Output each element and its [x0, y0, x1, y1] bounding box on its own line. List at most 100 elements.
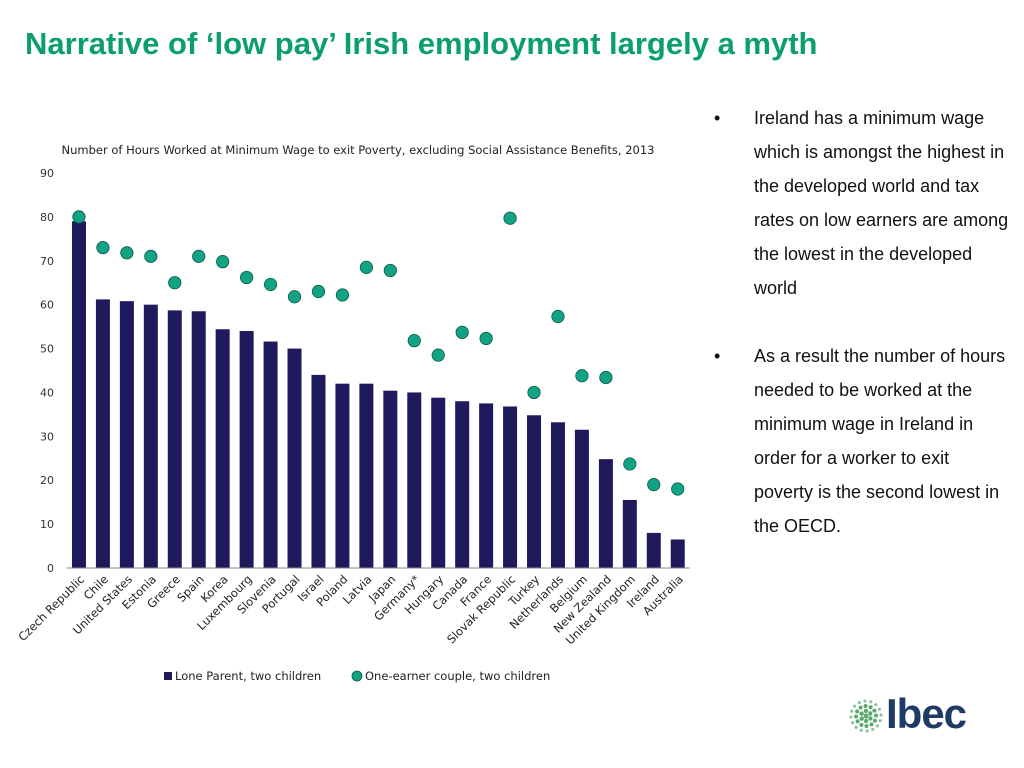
logo-dot	[858, 705, 863, 710]
logo-dot	[849, 715, 853, 719]
dot	[168, 276, 182, 290]
y-tick-label: 50	[40, 343, 54, 356]
bar	[359, 383, 374, 568]
chart-title: Number of Hours Worked at Minimum Wage t…	[62, 143, 655, 157]
logo-dot	[854, 714, 859, 719]
bullet-list: • Ireland has a minimum wage which is am…	[712, 101, 1012, 543]
bullet-text: As a result the number of hours needed t…	[754, 346, 1006, 536]
logo-dot	[863, 708, 869, 714]
dot	[144, 249, 158, 263]
logo-dot	[853, 704, 857, 708]
dot	[623, 457, 637, 471]
logo-dot	[873, 713, 878, 718]
bar	[670, 539, 685, 568]
bar	[167, 310, 182, 568]
bar	[455, 401, 470, 568]
logo-dot	[875, 724, 879, 728]
logo-dot	[868, 705, 873, 710]
bar	[335, 383, 350, 568]
logo-dot	[877, 707, 882, 711]
y-tick-label: 80	[40, 211, 54, 224]
bar	[191, 311, 206, 568]
dot	[599, 370, 613, 385]
bullet-glyph: •	[714, 346, 721, 366]
logo-dot	[871, 727, 875, 732]
bar	[574, 429, 589, 568]
ibec-logo: Ibec	[846, 690, 976, 740]
dot-series	[72, 210, 685, 496]
logo-dot	[859, 716, 864, 721]
dot	[287, 290, 302, 304]
dot	[575, 369, 589, 383]
logo-dot	[859, 722, 864, 727]
dot	[72, 210, 86, 224]
slide-title: Narrative of ‘low pay’ Irish employment …	[25, 26, 818, 61]
dot	[216, 255, 230, 269]
dot	[359, 260, 373, 274]
legend-label-one-earner-couple: One-earner couple, two children	[365, 669, 550, 683]
bullet-item: • Ireland has a minimum wage which is am…	[712, 101, 1012, 305]
logo-dot	[878, 719, 882, 723]
bar	[598, 459, 613, 568]
bar-series	[71, 221, 685, 568]
logo-dot	[859, 711, 864, 716]
dot	[647, 478, 661, 492]
bar	[71, 221, 86, 568]
dot	[431, 348, 445, 362]
logo-dot	[872, 708, 877, 713]
bar	[119, 301, 134, 568]
logo-dot	[865, 729, 869, 733]
bar-chart: Number of Hours Worked at Minimum Wage t…	[15, 143, 690, 683]
bar	[383, 390, 398, 568]
dot	[240, 270, 254, 285]
y-tick-label: 40	[40, 386, 54, 399]
bullet-text: Ireland has a minimum wage which is amon…	[754, 108, 1009, 298]
bar	[503, 406, 518, 568]
logo-dot	[863, 704, 868, 709]
bar	[143, 304, 158, 568]
green-dotted-globe-icon	[849, 699, 883, 733]
dot	[335, 288, 350, 302]
bar	[215, 329, 230, 568]
dot	[503, 211, 517, 225]
logo-dot	[859, 728, 863, 732]
legend-swatch-lone-parent	[164, 672, 172, 680]
legend-swatch-one-earner-couple	[351, 670, 363, 682]
dot	[671, 482, 685, 496]
logo-dot	[863, 713, 869, 719]
bar	[263, 341, 278, 568]
chart-container: Number of Hours Worked at Minimum Wage t…	[0, 130, 720, 710]
dot	[192, 249, 206, 263]
logo-dot	[872, 718, 877, 723]
y-tick-label: 90	[40, 167, 54, 180]
dot	[263, 277, 278, 292]
dot	[455, 325, 469, 339]
logo-dot	[864, 723, 869, 728]
logo-dot	[855, 709, 860, 714]
dot	[527, 385, 541, 400]
bullet-glyph: •	[714, 108, 721, 128]
y-tick-label: 10	[40, 518, 54, 531]
dot	[120, 246, 134, 260]
y-tick-label: 70	[40, 255, 54, 268]
bar	[431, 397, 446, 568]
logo-dot	[874, 703, 878, 707]
dot	[96, 241, 110, 255]
bar	[646, 532, 661, 568]
y-tick-label: 20	[40, 474, 54, 487]
bar	[527, 415, 542, 568]
logo-dot	[857, 700, 861, 705]
bar	[622, 499, 637, 568]
logo-dot	[850, 721, 855, 725]
bar	[407, 392, 422, 568]
y-tick-label: 0	[47, 562, 54, 575]
bullet-item: • As a result the number of hours needed…	[712, 339, 1012, 543]
bar	[311, 374, 326, 568]
logo-dot	[869, 700, 873, 704]
logo-dot	[869, 722, 874, 727]
logo-dot	[850, 709, 854, 713]
bar	[550, 422, 565, 568]
logo-dot	[854, 725, 858, 729]
legend-label-lone-parent: Lone Parent, two children	[175, 669, 321, 683]
